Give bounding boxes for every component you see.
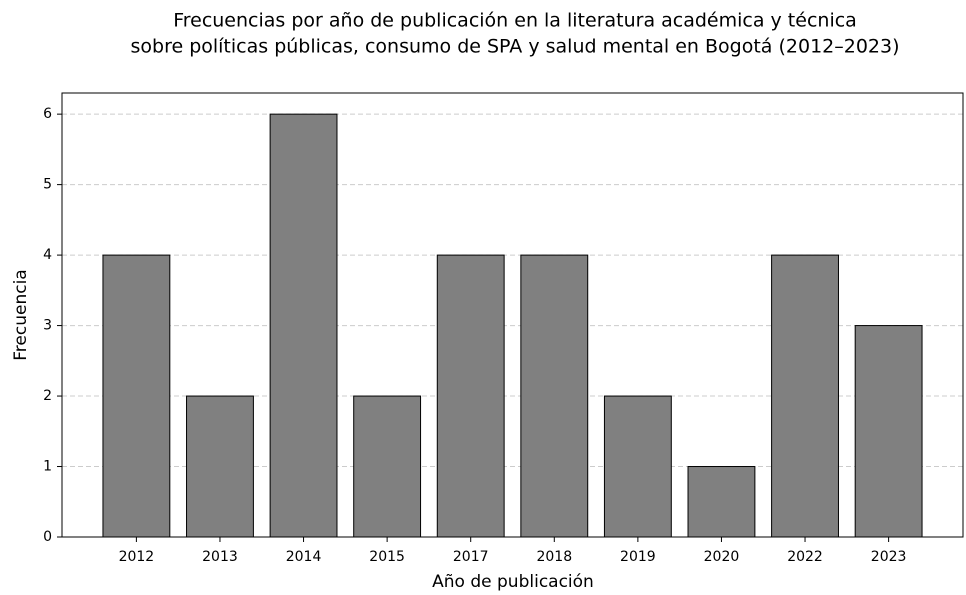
x-axis-label: Año de publicación bbox=[432, 572, 594, 592]
x-tick-label: 2014 bbox=[286, 549, 322, 565]
x-tick-label: 2018 bbox=[536, 549, 572, 565]
bar bbox=[771, 254, 839, 538]
x-tick-label: 2017 bbox=[453, 549, 489, 565]
x-tick-label: 2013 bbox=[202, 549, 238, 565]
bar bbox=[186, 395, 254, 538]
x-tick-label: 2020 bbox=[704, 549, 740, 565]
plot-frame bbox=[61, 92, 964, 538]
bar bbox=[269, 113, 338, 538]
x-tick-label: 2019 bbox=[620, 549, 656, 565]
bar bbox=[854, 325, 923, 538]
y-tick-label: 2 bbox=[43, 388, 52, 404]
x-tick-label: 2012 bbox=[119, 549, 155, 565]
y-tick-label: 0 bbox=[43, 529, 52, 545]
bar bbox=[353, 395, 422, 538]
chart-title: sobre políticas públicas, consumo de SPA… bbox=[130, 36, 899, 58]
chart-title: Frecuencias por año de publicación en la… bbox=[173, 10, 857, 32]
bar bbox=[436, 254, 505, 538]
y-tick-label: 5 bbox=[43, 177, 52, 193]
x-tick-label: 2015 bbox=[369, 549, 405, 565]
y-tick-label: 3 bbox=[43, 318, 52, 334]
y-tick-label: 1 bbox=[43, 459, 52, 475]
y-axis-label: Frecuencia bbox=[11, 269, 31, 360]
y-tick-label: 4 bbox=[43, 247, 52, 263]
bar bbox=[603, 395, 672, 538]
bar bbox=[687, 466, 756, 538]
x-tick-label: 2023 bbox=[871, 549, 907, 565]
bar bbox=[102, 254, 171, 538]
y-tick-label: 6 bbox=[43, 106, 52, 122]
x-tick-label: 2022 bbox=[787, 549, 823, 565]
bar bbox=[520, 254, 589, 538]
